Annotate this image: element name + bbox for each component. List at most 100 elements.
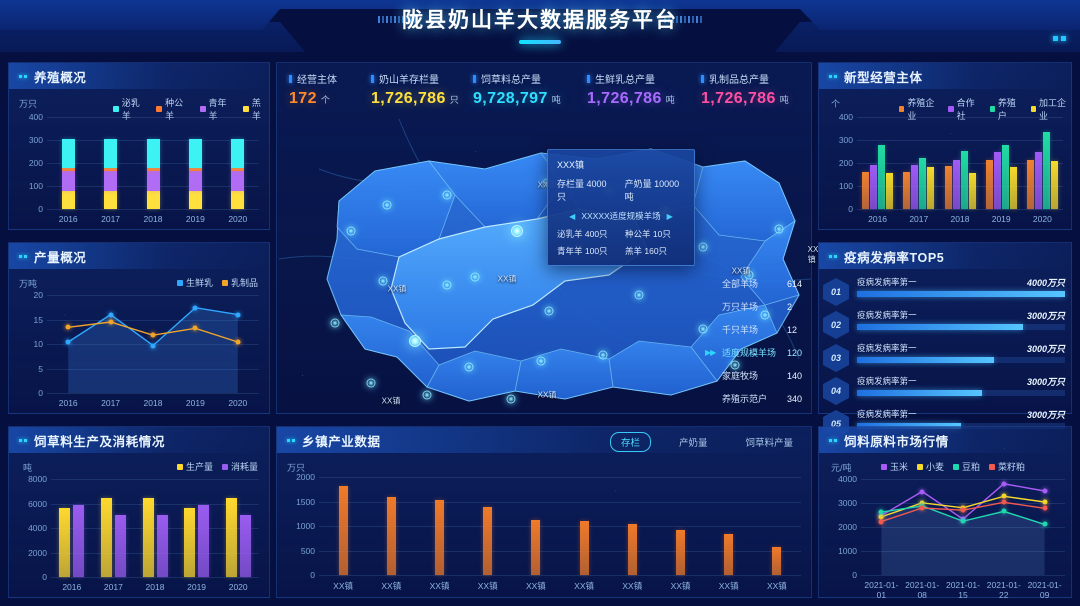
bar[interactable] [772, 547, 782, 575]
bar[interactable] [338, 486, 348, 575]
bar[interactable] [919, 157, 927, 209]
data-point[interactable] [65, 339, 71, 345]
map-stat-row[interactable]: 千只羊场 12 [691, 323, 811, 336]
map-marker-icon[interactable] [744, 270, 754, 280]
map-stat-row[interactable]: 家庭牧场 140 [691, 369, 811, 382]
bar[interactable] [1042, 131, 1050, 209]
legend-item[interactable]: 养殖企业 [899, 96, 939, 122]
map-marker-icon[interactable] [470, 272, 480, 282]
bar[interactable] [1026, 159, 1034, 209]
disease-rank-row[interactable]: 02 疫病发病率第一 3000万只 [819, 308, 1071, 341]
township-tab-饲草料产量[interactable]: 饲草料产量 [745, 438, 793, 449]
bar[interactable] [724, 533, 734, 575]
bar[interactable] [386, 496, 396, 575]
data-point[interactable] [1042, 488, 1048, 494]
map-marker-icon[interactable] [442, 190, 452, 200]
legend-item[interactable]: 养殖户 [989, 96, 1022, 122]
bar-segment[interactable] [231, 138, 245, 168]
bar[interactable] [198, 504, 210, 577]
legend-item[interactable]: 生鲜乳 [177, 276, 213, 289]
bar-segment[interactable] [146, 171, 160, 191]
legend-item[interactable]: 生产量 [177, 460, 213, 473]
legend-item[interactable]: 小麦 [917, 460, 944, 473]
bar[interactable] [142, 498, 154, 577]
data-point[interactable] [1042, 521, 1048, 527]
data-point[interactable] [1001, 481, 1007, 487]
data-point[interactable] [919, 489, 925, 494]
bar[interactable] [531, 520, 541, 575]
map-marker-icon[interactable] [506, 394, 516, 404]
legend-item[interactable]: 泌乳羊 [113, 96, 147, 122]
data-point[interactable] [192, 325, 198, 331]
map-marker-icon[interactable] [511, 225, 523, 237]
bar-segment[interactable] [231, 167, 245, 171]
map-stat-row[interactable]: ▶▶ 适度规模羊场 120 [691, 346, 811, 359]
bar-segment[interactable] [104, 171, 118, 191]
bar[interactable] [993, 152, 1001, 209]
bar[interactable] [878, 144, 886, 209]
bar[interactable] [435, 499, 444, 575]
bar-segment[interactable] [146, 190, 160, 209]
bar[interactable] [862, 171, 870, 209]
bar[interactable] [114, 514, 126, 577]
data-point[interactable] [192, 305, 198, 311]
disease-rank-row[interactable]: 01 疫病发病率第一 4000万只 [819, 275, 1071, 308]
bar[interactable] [886, 173, 894, 209]
bar[interactable] [903, 171, 911, 209]
bar-segment[interactable] [104, 167, 118, 171]
bar[interactable] [960, 151, 968, 209]
data-point[interactable] [878, 514, 884, 520]
map-marker-icon[interactable] [760, 310, 770, 320]
bar-segment[interactable] [146, 167, 160, 171]
data-point[interactable] [65, 324, 71, 330]
bar[interactable] [1001, 144, 1009, 209]
legend-item[interactable]: 青年羊 [199, 96, 234, 122]
bar-segment[interactable] [188, 167, 202, 171]
legend-item[interactable]: 加工企业 [1030, 96, 1071, 122]
map-marker-icon[interactable] [730, 360, 740, 370]
map-marker-icon[interactable] [409, 335, 421, 347]
legend-item[interactable]: 乳制品 [222, 276, 258, 289]
bar-segment[interactable] [188, 138, 202, 168]
bar-segment[interactable] [61, 190, 75, 209]
data-point[interactable] [878, 509, 884, 515]
bar[interactable] [927, 166, 935, 209]
bar[interactable] [676, 530, 685, 575]
map-marker-icon[interactable] [634, 290, 644, 300]
bar[interactable] [952, 159, 960, 209]
map-marker-icon[interactable] [698, 242, 708, 252]
data-point[interactable] [150, 343, 156, 348]
bar-segment[interactable] [61, 167, 75, 171]
bar-segment[interactable] [146, 138, 160, 168]
data-point[interactable] [235, 312, 241, 318]
bar[interactable] [59, 508, 71, 577]
map-stat-row[interactable]: 全部羊场 614 [691, 277, 811, 290]
bar[interactable] [156, 514, 168, 577]
bar[interactable] [944, 166, 952, 209]
map-marker-icon[interactable] [464, 362, 474, 372]
map-marker-icon[interactable] [346, 226, 356, 236]
map-marker-icon[interactable] [382, 200, 392, 210]
township-tab-产奶量[interactable]: 产奶量 [678, 438, 708, 449]
legend-item[interactable]: 羔羊 [243, 96, 269, 122]
map-marker-icon[interactable] [544, 306, 554, 316]
bar[interactable] [225, 498, 237, 577]
bar-segment[interactable] [188, 171, 202, 191]
bar[interactable] [239, 514, 251, 577]
data-point[interactable] [108, 319, 114, 325]
bar[interactable] [100, 498, 112, 577]
bar-segment[interactable] [104, 190, 118, 209]
data-point[interactable] [235, 339, 241, 345]
map-marker-icon[interactable] [330, 318, 340, 328]
data-point[interactable] [919, 500, 925, 506]
data-point[interactable] [1001, 508, 1007, 514]
data-point[interactable] [1001, 493, 1007, 499]
data-point[interactable] [108, 312, 114, 318]
map-stat-row[interactable]: 养殖示范户 340 [691, 392, 811, 405]
legend-item[interactable]: 玉米 [881, 460, 908, 473]
bar[interactable] [1050, 160, 1058, 209]
map-marker-icon[interactable] [366, 378, 376, 388]
tooltip-farm-selector[interactable]: ◀ XXXXX适度规模羊场 ▶ [557, 210, 685, 222]
data-point[interactable] [150, 332, 156, 338]
